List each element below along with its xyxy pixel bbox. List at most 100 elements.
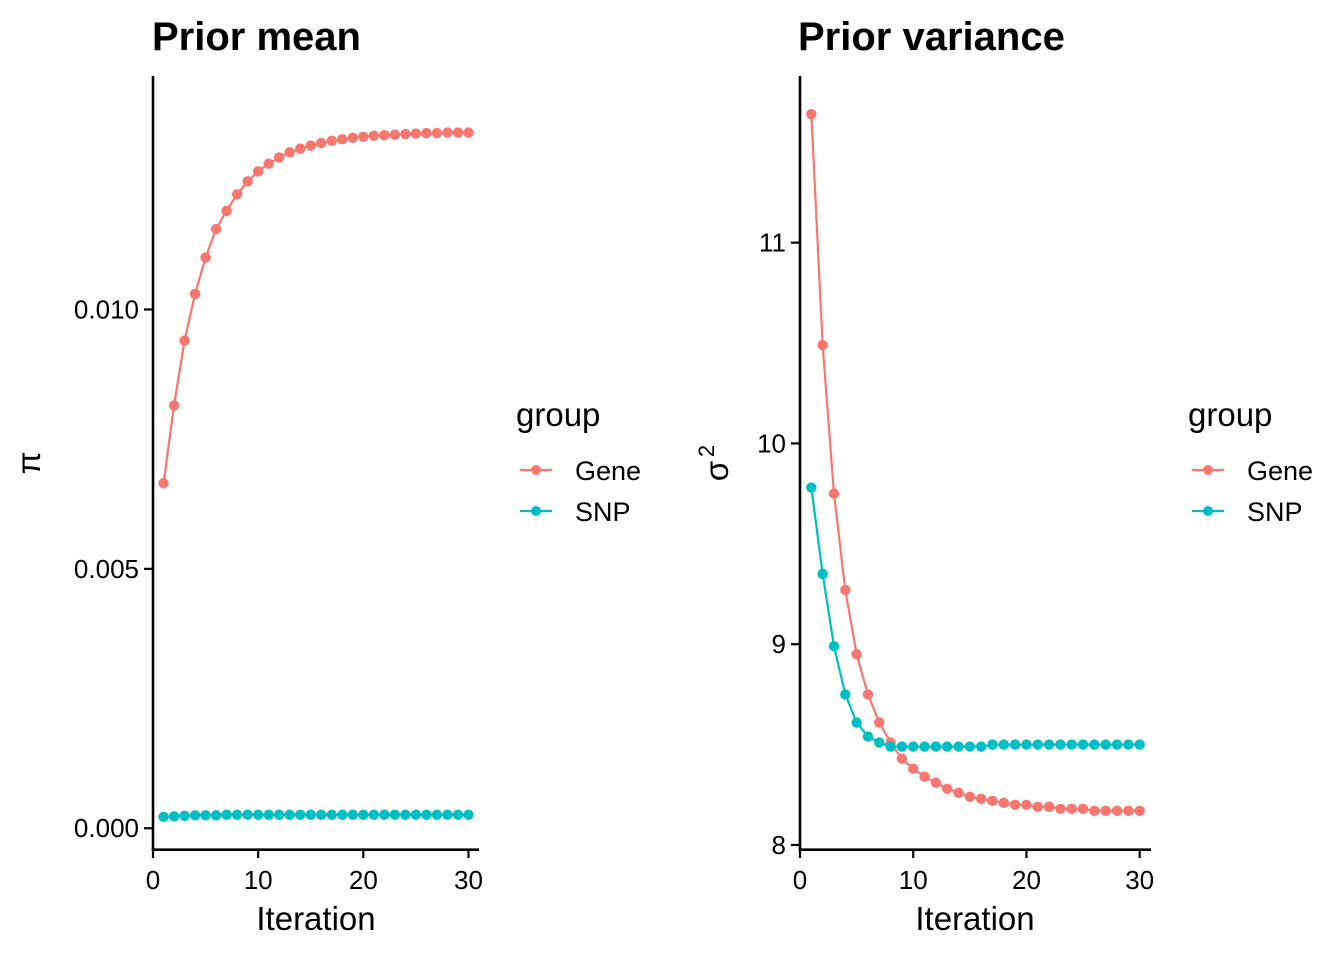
x-tick-label-prior-mean-1: 10 bbox=[244, 865, 273, 895]
data-point-gene-14 bbox=[953, 787, 964, 798]
legend-key-point-gene bbox=[531, 465, 541, 475]
series-points-prior-mean bbox=[158, 127, 474, 823]
data-point-snp-4 bbox=[189, 810, 201, 821]
data-point-snp-19 bbox=[347, 809, 359, 820]
data-point-snp-12 bbox=[930, 741, 942, 752]
data-point-snp-13 bbox=[941, 741, 953, 752]
data-point-gene-2 bbox=[817, 339, 828, 351]
data-point-snp-3 bbox=[179, 810, 190, 821]
data-point-gene-25 bbox=[410, 128, 422, 139]
data-point-gene-22 bbox=[379, 129, 390, 141]
data-point-gene-10 bbox=[252, 166, 264, 177]
data-point-gene-17 bbox=[987, 795, 998, 807]
y-tick-label-prior-variance-0: 8 bbox=[772, 830, 786, 860]
data-point-snp-21 bbox=[368, 809, 380, 820]
data-point-snp-27 bbox=[1100, 739, 1111, 750]
data-point-gene-21 bbox=[368, 130, 380, 141]
data-point-gene-19 bbox=[1009, 799, 1021, 811]
data-point-snp-25 bbox=[410, 809, 422, 820]
data-point-snp-1 bbox=[158, 811, 169, 823]
data-point-snp-15 bbox=[305, 809, 316, 820]
data-point-snp-9 bbox=[896, 741, 908, 752]
data-point-gene-15 bbox=[305, 140, 316, 151]
data-point-snp-23 bbox=[389, 809, 401, 820]
data-point-snp-9 bbox=[242, 809, 253, 820]
legend-prior-variance: group Gene SNP bbox=[1188, 396, 1313, 527]
data-point-snp-28 bbox=[442, 809, 453, 820]
data-point-gene-20 bbox=[358, 131, 369, 142]
y-axis-title-prior-mean: π bbox=[10, 452, 47, 475]
data-point-snp-2 bbox=[817, 568, 828, 580]
data-point-gene-11 bbox=[919, 771, 930, 782]
data-point-gene-16 bbox=[316, 137, 327, 149]
x-tick-label-prior-mean-0: 0 bbox=[146, 865, 160, 895]
data-point-snp-6 bbox=[210, 810, 222, 821]
data-point-snp-7 bbox=[221, 809, 232, 820]
legend-title-prior-variance: group bbox=[1188, 396, 1272, 433]
data-point-snp-24 bbox=[1066, 739, 1077, 750]
data-point-snp-2 bbox=[168, 811, 180, 822]
legend-key-point-snp bbox=[531, 506, 541, 516]
data-point-snp-16 bbox=[975, 741, 987, 752]
data-point-gene-12 bbox=[273, 152, 285, 163]
data-point-snp-14 bbox=[295, 809, 306, 820]
y-tick-label-prior-mean-1: 0.005 bbox=[74, 554, 139, 584]
data-point-gene-22 bbox=[1043, 801, 1055, 813]
y-tick-label-prior-variance-2: 10 bbox=[757, 428, 786, 458]
data-point-gene-11 bbox=[263, 158, 274, 169]
data-point-gene-28 bbox=[1111, 805, 1123, 817]
data-point-gene-28 bbox=[442, 127, 453, 138]
data-point-snp-10 bbox=[908, 741, 919, 752]
x-tick-label-prior-variance-3: 30 bbox=[1125, 865, 1154, 895]
data-point-gene-29 bbox=[452, 127, 464, 138]
series-line-gene-prior-variance bbox=[810, 114, 1140, 812]
legend-title-prior-mean: group bbox=[516, 396, 600, 433]
x-tick-label-prior-mean-3: 30 bbox=[454, 865, 483, 895]
data-point-gene-14 bbox=[295, 143, 306, 154]
data-point-snp-17 bbox=[987, 739, 998, 750]
y-tick-label-prior-variance-3: 11 bbox=[759, 228, 786, 258]
data-point-snp-5 bbox=[851, 717, 862, 728]
data-point-gene-9 bbox=[242, 176, 253, 187]
data-point-snp-30 bbox=[463, 809, 474, 820]
tick-group-prior-variance: 0 10 20 30 8 9 10 11 bbox=[757, 228, 1154, 895]
x-tick-label-prior-variance-0: 0 bbox=[793, 865, 807, 895]
y-tick-label-prior-mean-0: 0.000 bbox=[74, 813, 139, 843]
data-point-gene-13 bbox=[941, 783, 953, 794]
panel-prior-mean: Prior mean 0 10 20 30 0.000 0.005 0.010 Iterat… bbox=[10, 15, 641, 937]
data-point-snp-10 bbox=[252, 809, 264, 820]
data-point-snp-17 bbox=[326, 809, 337, 820]
legend-key-point-snp bbox=[1203, 506, 1213, 516]
data-point-snp-20 bbox=[358, 809, 369, 820]
data-point-snp-22 bbox=[1043, 739, 1055, 750]
data-point-gene-18 bbox=[998, 797, 1010, 809]
y-tick-label-prior-variance-1: 9 bbox=[772, 629, 786, 659]
data-point-gene-8 bbox=[231, 189, 243, 200]
data-point-gene-27 bbox=[1100, 805, 1111, 817]
data-point-gene-30 bbox=[463, 127, 474, 138]
data-point-snp-13 bbox=[284, 809, 295, 820]
data-point-gene-13 bbox=[284, 147, 295, 158]
data-point-snp-18 bbox=[337, 809, 348, 820]
series-lines-prior-mean bbox=[162, 131, 469, 818]
legend-key-snp: SNP bbox=[1192, 497, 1303, 527]
data-point-snp-21 bbox=[1032, 739, 1043, 750]
data-point-snp-6 bbox=[862, 731, 874, 742]
data-point-snp-7 bbox=[874, 737, 885, 748]
data-point-gene-24 bbox=[1066, 803, 1077, 815]
data-point-gene-25 bbox=[1077, 803, 1089, 815]
legend-key-gene: Gene bbox=[1192, 456, 1313, 486]
legend-key-snp: SNP bbox=[520, 497, 631, 527]
panel-prior-variance: Prior variance 0 10 20 30 8 9 10 11 Iteration σ… bbox=[694, 15, 1313, 937]
x-tick-label-prior-variance-2: 20 bbox=[1012, 865, 1041, 895]
data-point-gene-16 bbox=[975, 793, 987, 805]
data-point-gene-7 bbox=[874, 717, 885, 728]
panel-title-prior-variance: Prior variance bbox=[798, 15, 1065, 59]
legend-key-point-gene bbox=[1203, 465, 1213, 475]
data-point-snp-8 bbox=[231, 809, 243, 820]
y-axis-title-sigma: σ bbox=[698, 461, 735, 481]
data-point-snp-22 bbox=[379, 809, 390, 820]
data-point-gene-23 bbox=[389, 129, 401, 140]
data-point-gene-1 bbox=[806, 108, 817, 120]
